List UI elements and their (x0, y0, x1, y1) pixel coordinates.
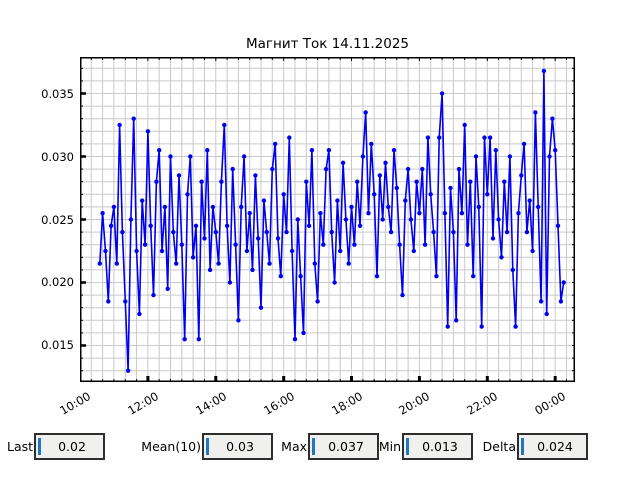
stat-delta-label: Delta (482, 439, 516, 454)
text-cursor (521, 438, 524, 455)
x-tick-label: 20:00 (396, 389, 433, 418)
y-tick-label: 0.030 (41, 149, 74, 164)
chart-title: Магнит Ток 14.11.2025 (245, 36, 409, 52)
text-cursor (312, 438, 315, 455)
stat-max-value: 0.037 (328, 439, 364, 454)
stat-mean10: Mean(10) 0.03 (127, 433, 273, 460)
stat-delta-value-box[interactable]: 0.024 (517, 433, 588, 460)
y-tick-label: 0.015 (41, 338, 74, 353)
stat-min-value: 0.013 (422, 439, 458, 454)
x-tick-label: 16:00 (260, 389, 297, 418)
x-tick-label: 00:00 (532, 389, 569, 418)
stat-mean10-value: 0.03 (226, 439, 254, 454)
x-tick-label: 14:00 (193, 389, 229, 418)
x-tick-label: 18:00 (328, 389, 365, 418)
stat-max-label: Max (281, 439, 307, 454)
stat-min: Min 0.013 (378, 433, 473, 460)
stat-delta-value: 0.024 (537, 439, 573, 454)
y-tick-label: 0.025 (41, 212, 74, 227)
stat-max-value-box[interactable]: 0.037 (308, 433, 379, 460)
stat-last-label: Last (7, 439, 34, 454)
stat-min-label: Min (378, 439, 401, 454)
y-tick-label: 0.035 (41, 86, 74, 101)
stat-last-value-box[interactable]: 0.02 (34, 433, 105, 460)
x-tick-label: 22:00 (464, 389, 501, 418)
x-tick-label: 10:00 (57, 389, 93, 418)
stat-mean10-label: Mean(10) (141, 439, 201, 454)
stat-mean10-value-box[interactable]: 0.03 (202, 433, 273, 460)
text-cursor (38, 438, 41, 455)
plot-area (80, 57, 575, 382)
plot-canvas (80, 57, 575, 382)
stat-last-value: 0.02 (58, 439, 86, 454)
x-tick-label: 12:00 (125, 389, 161, 418)
text-cursor (406, 438, 409, 455)
text-cursor (206, 438, 209, 455)
y-tick-label: 0.020 (41, 275, 74, 290)
stats-bar: Last 0.02 Mean(10) 0.03 Max 0.037 Min 0.… (0, 433, 640, 460)
stat-min-value-box[interactable]: 0.013 (402, 433, 473, 460)
stat-delta: Delta 0.024 (473, 433, 588, 460)
stat-max: Max 0.037 (280, 433, 379, 460)
stat-last: Last 0.02 (7, 433, 105, 460)
